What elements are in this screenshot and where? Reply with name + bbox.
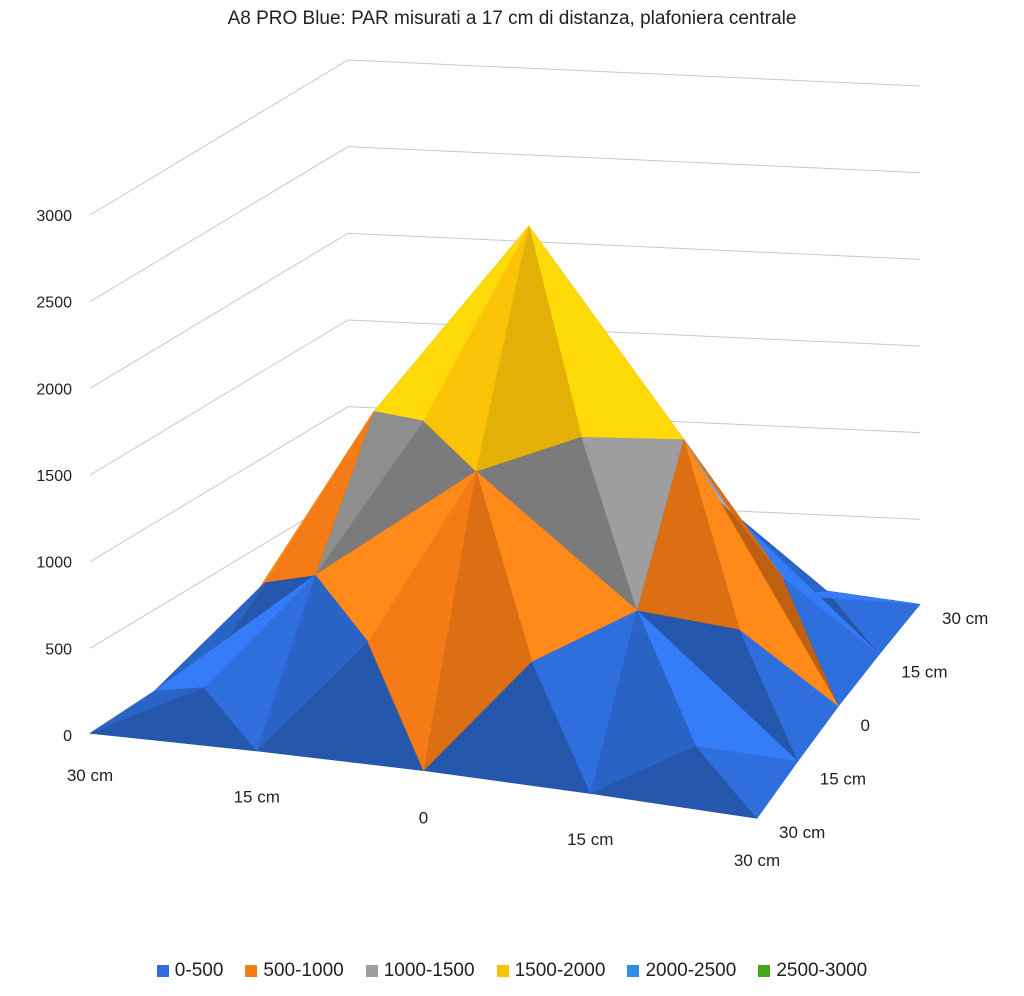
z-tick-label: 2500 (36, 295, 72, 312)
z-tick-label: 0 (63, 728, 72, 745)
legend-label: 0-500 (174, 960, 224, 981)
legend-label: 2000-2500 (645, 960, 737, 981)
x-tick-label: 30 cm (67, 766, 113, 785)
legend-swatch (156, 965, 169, 977)
z-gridline (89, 406, 921, 563)
y-tick-label: 30 cm (942, 609, 988, 628)
z-tick-label: 3000 (36, 208, 72, 225)
legend-item: 1500-2000 (496, 960, 606, 982)
z-gridline (89, 59, 921, 216)
y-tick-label: 0 (861, 716, 870, 735)
legend-label: 1500-2000 (514, 960, 606, 981)
legend: 0-500 500-1000 1000-1500 1500-2000 2000-2500… (0, 960, 1024, 982)
x-tick-label: 0 (419, 809, 428, 828)
legend-swatch (245, 965, 258, 977)
y-tick-label: 15 cm (901, 663, 947, 682)
z-tick-label: 2000 (36, 381, 72, 398)
z-gridline (89, 319, 921, 476)
legend-label: 500-1000 (263, 960, 344, 981)
axis-layer: 0 500 1000 1500 2000 2500 3000 30 cm 15 cm 0 15 cm… (36, 208, 988, 870)
legend-label: 2500-3000 (776, 960, 868, 981)
y-tick-label: 15 cm (820, 770, 866, 789)
legend-item: 500-1000 (245, 960, 344, 982)
y-tick-label: 30 cm (779, 823, 825, 842)
x-tick-label: 15 cm (234, 787, 280, 806)
legend-swatch (496, 965, 509, 977)
x-tick-label: 30 cm (734, 851, 780, 870)
legend-swatch (365, 965, 378, 977)
surface-facet (89, 687, 205, 734)
x-tick-label: 15 cm (567, 830, 613, 849)
legend-swatch (627, 965, 640, 977)
z-gridline (89, 232, 921, 389)
z-tick-label: 500 (45, 641, 72, 658)
surface-layer (89, 224, 921, 819)
legend-item: 1000-1500 (365, 960, 475, 982)
legend-item: 2500-3000 (758, 960, 867, 982)
legend-item: 0-500 (156, 960, 224, 982)
z-tick-label: 1500 (36, 468, 72, 485)
z-gridline (89, 146, 921, 303)
z-tick-label: 1000 (36, 555, 72, 572)
legend-item: 2000-2500 (627, 960, 736, 982)
chart-title: A8 PRO Blue: PAR misurati a 17 cm di dis… (227, 8, 797, 29)
legend-swatch (758, 965, 771, 977)
legend-label: 1000-1500 (383, 960, 475, 981)
